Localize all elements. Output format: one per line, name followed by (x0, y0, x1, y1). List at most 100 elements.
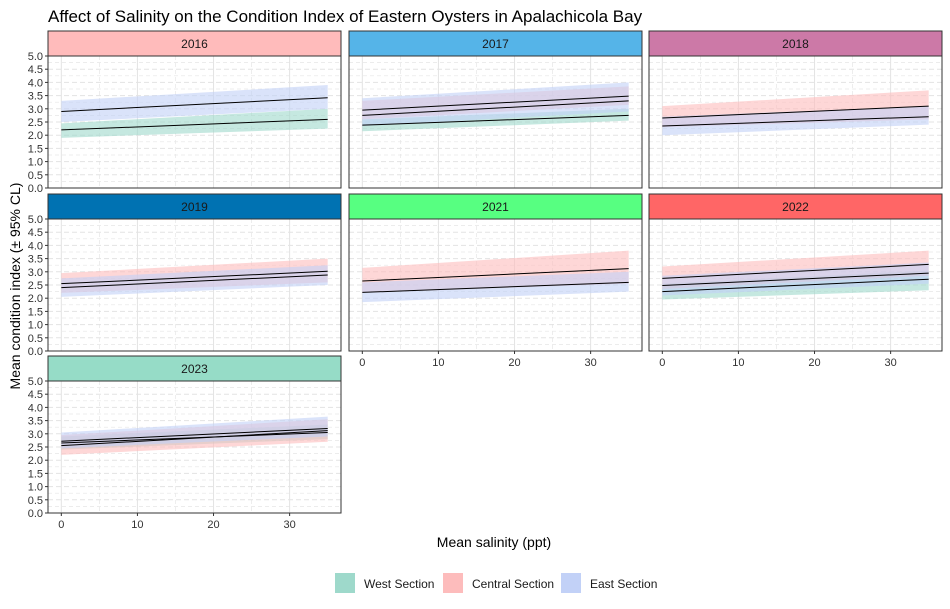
fit-line-east-section (61, 428, 328, 442)
panel-border (648, 218, 943, 352)
x-tick-label: 10 (131, 519, 143, 531)
fit-line-central-section (61, 430, 328, 447)
x-tick-label: 10 (432, 357, 444, 369)
y-tick-label: 4.0 (28, 77, 43, 89)
fit-line-east-section (362, 100, 629, 116)
fit-line-east-section (662, 116, 929, 127)
strip-label: 2016 (181, 37, 208, 51)
strip-2023 (47, 355, 342, 382)
legend-label: Central Section (472, 577, 554, 591)
y-tick-label: 2.5 (28, 280, 43, 292)
y-tick-label: 2.5 (28, 442, 43, 454)
y-tick-label: 3.5 (28, 416, 43, 428)
fit-line-east-section (662, 272, 929, 287)
ci-band-east-section (61, 85, 328, 122)
x-axis-title: Mean salinity (ppt) (437, 534, 551, 550)
x-tick-label: 0 (659, 357, 665, 369)
x-tick-label: 30 (284, 519, 296, 531)
fit-line-central-section (362, 268, 629, 282)
ci-band-east-section (662, 106, 929, 136)
y-tick-label: 0.5 (28, 170, 43, 182)
panel-2023: 2023 0.00.51.0 1.52.02.53.03.5 4.04.55.0 0 10… (28, 355, 342, 531)
chart-title: Affect of Salinity on the Condition Inde… (48, 7, 643, 26)
y-tick-label: 4.0 (28, 240, 43, 252)
fit-line-west-section (362, 114, 629, 126)
x-tick-label: 20 (508, 357, 520, 369)
x-tick-label: 30 (585, 357, 597, 369)
panel-2021: 2021 0 10 20 30 (348, 193, 643, 369)
y-tick-label: 0.0 (28, 183, 43, 195)
y-tick-label: 5.0 (28, 51, 43, 63)
panel-2019: 2019 0.00.51.0 1.52.02.53.03.5 4.04.55.0 (28, 193, 342, 358)
y-tick-label: 5.0 (28, 376, 43, 388)
strip-2021 (348, 193, 643, 220)
strip-label: 2019 (181, 200, 208, 214)
y-tick-label: 1.0 (28, 320, 43, 332)
strip-label: 2017 (482, 37, 509, 51)
panel-border (348, 218, 643, 352)
panel-2018: 2018 (648, 30, 943, 189)
legend: West Section Central Section East Section (335, 573, 657, 593)
fit-line-west-section (662, 278, 929, 293)
y-tick-label: 3.0 (28, 267, 43, 279)
fit-line-east-section (362, 281, 629, 293)
x-tick-label: 10 (732, 357, 744, 369)
y-tick-label: 4.5 (28, 389, 43, 401)
fit-line-east-section (61, 97, 328, 112)
strip-2016 (47, 30, 342, 57)
y-tick-label: 4.5 (28, 64, 43, 76)
legend-swatch-east-section (561, 573, 581, 593)
legend-label: East Section (590, 577, 657, 591)
fit-line-west-section (61, 118, 328, 131)
y-tick-label: 4.5 (28, 227, 43, 239)
fit-line-central-section (662, 105, 929, 119)
y-tick-label: 1.5 (28, 306, 43, 318)
strip-2018 (648, 30, 943, 57)
y-tick-label: 0.5 (28, 495, 43, 507)
y-tick-label: 1.5 (28, 468, 43, 480)
strip-2019 (47, 193, 342, 220)
x-tick-label: 20 (207, 519, 219, 531)
fit-line-central-section (61, 270, 328, 285)
y-tick-label: 1.0 (28, 482, 43, 494)
y-tick-label: 1.5 (28, 143, 43, 155)
panel-2016: 2016 0.00.51.0 1.52.02.53.03.5 4.04.55.0 (28, 30, 342, 195)
y-tick-label: 2.0 (28, 455, 43, 467)
y-tick-label: 0.0 (28, 508, 43, 520)
legend-label: West Section (364, 577, 434, 591)
legend-swatch-central-section (443, 573, 463, 593)
y-tick-label: 4.0 (28, 402, 43, 414)
x-tick-label: 0 (359, 357, 365, 369)
strip-label: 2022 (782, 200, 809, 214)
x-tick-label: 30 (885, 357, 897, 369)
ci-band-west-section (61, 108, 328, 138)
strip-label: 2021 (482, 200, 509, 214)
y-tick-label: 3.0 (28, 104, 43, 116)
fit-line-central-section (662, 263, 929, 279)
ci-band-east-section (362, 82, 629, 126)
y-tick-label: 3.5 (28, 91, 43, 103)
panel-2022: 2022 0 10 20 30 (648, 193, 943, 369)
y-tick-label: 0.5 (28, 333, 43, 345)
y-tick-label: 3.5 (28, 254, 43, 266)
fit-line-east-section (61, 274, 328, 289)
panel-2017: 2017 (348, 30, 643, 189)
x-tick-label: 0 (58, 519, 64, 531)
legend-swatch-west-section (335, 573, 355, 593)
y-tick-label: 3.0 (28, 429, 43, 441)
strip-label: 2023 (181, 362, 208, 376)
y-tick-label: 5.0 (28, 214, 43, 226)
facet-panels: 20160.00.51.01.52.02.53.03.54.04.55.0201… (28, 30, 943, 531)
y-tick-label: 2.5 (28, 117, 43, 129)
y-axis-title: Mean condition index (± 95% CL) (7, 183, 23, 390)
panel-border (348, 55, 643, 189)
y-tick-label: 2.0 (28, 130, 43, 142)
y-tick-label: 0.0 (28, 346, 43, 358)
strip-label: 2018 (782, 37, 809, 51)
y-tick-label: 1.0 (28, 157, 43, 169)
y-tick-label: 2.0 (28, 293, 43, 305)
fit-line-central-section (362, 95, 629, 111)
x-tick-label: 20 (808, 357, 820, 369)
panel-border (648, 55, 943, 189)
